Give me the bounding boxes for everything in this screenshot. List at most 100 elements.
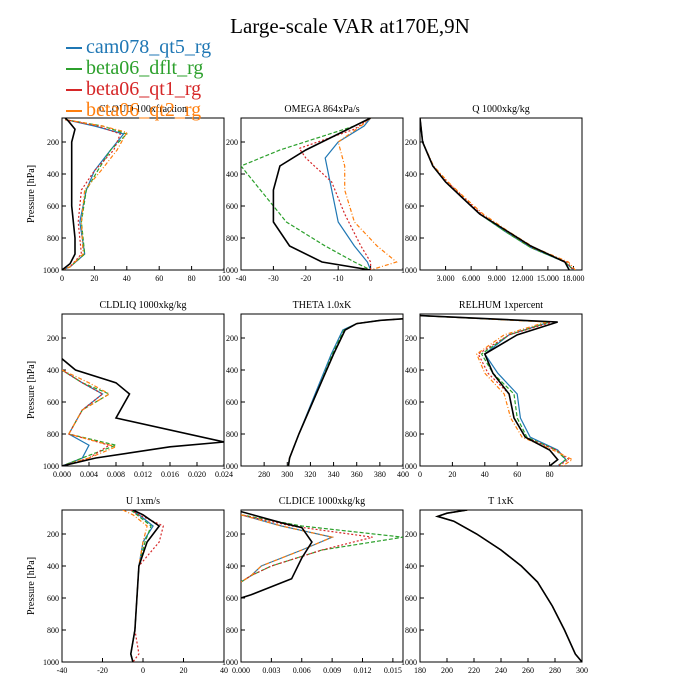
series-line-beta06-qt1-rg <box>435 510 582 662</box>
y-tick-label: 1000 <box>401 462 417 471</box>
panel-frame <box>419 509 583 663</box>
x-tick-label: 20 <box>90 274 98 283</box>
y-tick-label: 800 <box>405 626 417 635</box>
legend: cam078_qt5_rg beta06_dflt_rg beta06_qt1_… <box>66 37 211 121</box>
legend-label: beta06_qt2_rg <box>86 99 202 121</box>
series-line-reference <box>241 510 313 599</box>
series-line-beta06-dflt-rg <box>435 510 582 662</box>
y-tick-label: 1000 <box>43 462 59 471</box>
y-axis-label: Pressure [hPa] <box>26 557 37 615</box>
x-tick-label: 0 <box>60 274 64 283</box>
x-tick-label: 100 <box>218 274 230 283</box>
x-tick-label: 20 <box>180 666 188 675</box>
legend-label: beta06_qt1_rg <box>86 78 202 100</box>
series-line-cam078-qt5-rg <box>62 369 104 466</box>
y-tick-label: 400 <box>226 366 238 375</box>
x-tick-label: 40 <box>481 470 489 479</box>
x-tick-label: 0.003 <box>262 666 280 675</box>
panel-frame <box>240 509 404 663</box>
y-tick-label: 400 <box>47 562 59 571</box>
series-line-beta06-qt2-rg <box>420 315 574 466</box>
series-line-beta06-qt1-rg <box>130 510 165 662</box>
y-tick-label: 600 <box>226 594 238 603</box>
x-tick-label: 0.020 <box>188 470 206 479</box>
y-tick-label: 200 <box>47 530 59 539</box>
x-tick-label: 6.000 <box>462 274 480 283</box>
y-tick-label: 600 <box>47 202 59 211</box>
panel-title: Q 1000xkg/kg <box>472 104 530 115</box>
x-tick-label: 0.008 <box>107 470 125 479</box>
y-tick-label: 200 <box>47 138 59 147</box>
x-tick-label: 18.000 <box>562 274 584 283</box>
x-tick-label: 80 <box>546 470 554 479</box>
x-tick-label: 200 <box>441 666 453 675</box>
x-tick-label: 0.015 <box>384 666 402 675</box>
y-tick-label: 800 <box>47 234 59 243</box>
y-tick-label: 800 <box>47 430 59 439</box>
x-tick-label: 3.000 <box>437 274 455 283</box>
series-line-cam078-qt5-rg <box>241 514 335 583</box>
x-tick-label: 80 <box>188 274 196 283</box>
x-tick-label: 280 <box>258 470 270 479</box>
y-tick-label: 1000 <box>222 658 238 667</box>
series-line-beta06-dflt-rg <box>241 118 371 270</box>
series-line-cam078-qt5-rg <box>287 318 403 466</box>
y-tick-label: 400 <box>405 366 417 375</box>
legend-label: beta06_dflt_rg <box>86 57 204 79</box>
legend-label: cam078_qt5_rg <box>86 36 212 58</box>
panel-title: CLOUD 100xfraction <box>99 104 187 115</box>
series-line-beta06-qt1-rg <box>241 514 373 583</box>
y-tick-label: 600 <box>405 594 417 603</box>
series-line-beta06-qt2-rg <box>62 119 128 270</box>
x-tick-label: 0.006 <box>293 666 311 675</box>
y-tick-label: 1000 <box>401 658 417 667</box>
series-line-beta06-dflt-rg <box>241 514 403 583</box>
y-tick-label: 800 <box>405 430 417 439</box>
x-tick-label: 240 <box>495 666 507 675</box>
x-tick-label: 0.004 <box>80 470 98 479</box>
x-tick-label: 0 <box>141 666 145 675</box>
series-line-beta06-dflt-rg <box>62 369 119 466</box>
series-line-beta06-qt2-rg <box>337 118 398 270</box>
series-line-beta06-qt2-rg <box>420 118 576 270</box>
panel-frame <box>419 313 583 467</box>
panel-3: Q 1000xkg/kg 200 400 600 800 1000 3.000 6.000 9.… <box>401 104 584 283</box>
x-tick-label: 0 <box>418 470 422 479</box>
y-axis-label: Pressure [hPa] <box>26 361 37 419</box>
x-tick-label: 15.000 <box>537 274 559 283</box>
y-tick-label: 600 <box>47 594 59 603</box>
x-tick-label: 400 <box>397 470 409 479</box>
y-tick-label: 200 <box>405 334 417 343</box>
y-tick-label: 800 <box>47 626 59 635</box>
x-tick-label: 0.012 <box>354 666 372 675</box>
x-tick-label: 40 <box>220 666 228 675</box>
series-line-reference <box>420 314 559 466</box>
x-tick-label: -40 <box>57 666 68 675</box>
y-tick-label: 600 <box>405 202 417 211</box>
panel-title: CLDICE 1000xkg/kg <box>279 496 365 507</box>
series-line-beta06-qt2-rg <box>122 510 148 662</box>
series-line-beta06-qt1-rg <box>420 315 571 466</box>
series-line-beta06-qt1-rg <box>298 118 372 270</box>
x-tick-label: 180 <box>414 666 426 675</box>
series-line-reference <box>62 358 224 466</box>
series-line-beta06-qt2-rg <box>287 318 403 466</box>
series-line-reference <box>287 318 403 466</box>
series-line-beta06-qt2-rg <box>241 514 335 583</box>
y-tick-label: 600 <box>226 202 238 211</box>
x-tick-label: 12.000 <box>511 274 533 283</box>
x-tick-label: 340 <box>328 470 340 479</box>
series-line-beta06-qt2-rg <box>62 369 118 466</box>
x-tick-label: 220 <box>468 666 480 675</box>
x-tick-label: 60 <box>155 274 163 283</box>
series-line-beta06-dflt-rg <box>420 118 574 270</box>
y-tick-label: 400 <box>405 170 417 179</box>
panel-frame <box>61 509 225 663</box>
y-tick-label: 600 <box>47 398 59 407</box>
y-tick-label: 600 <box>405 398 417 407</box>
panel-title: CLDLIQ 1000xkg/kg <box>100 300 187 311</box>
